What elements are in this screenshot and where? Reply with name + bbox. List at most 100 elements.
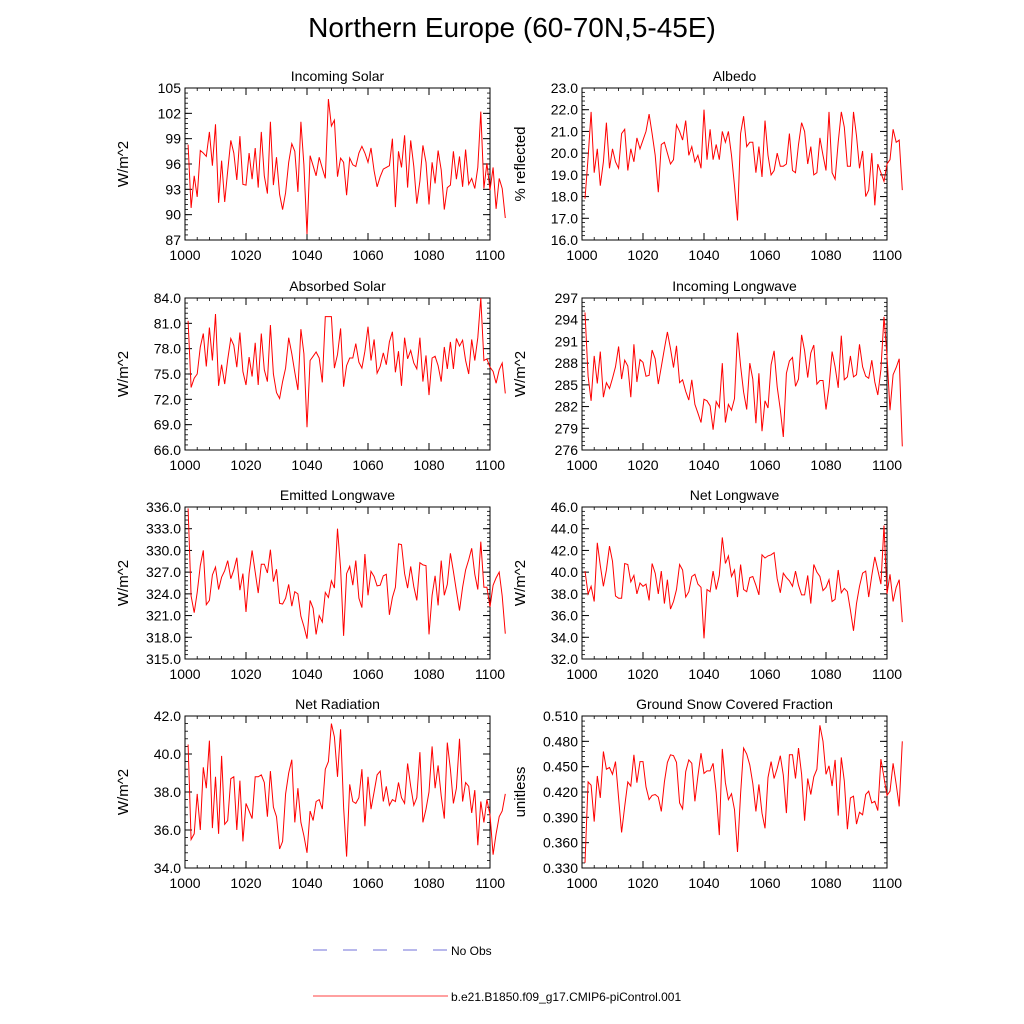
chart-panel-8: 1000 1020 1040 1060 1080 1100 0.330 0.360 0.390 0… xyxy=(512,696,903,891)
x-tick-label: 1020 xyxy=(627,666,658,682)
series-line xyxy=(187,508,506,639)
y-tick-label: 16.0 xyxy=(551,232,578,248)
y-tick-label: 327.0 xyxy=(146,564,181,580)
series-line xyxy=(187,723,506,857)
x-tick-label: 1060 xyxy=(352,247,383,263)
y-tick-label: 18.0 xyxy=(551,189,578,205)
x-tick-label: 1100 xyxy=(475,457,505,473)
x-tick-label: 1000 xyxy=(169,457,200,473)
x-tick-label: 1040 xyxy=(291,666,322,682)
y-tick-label: 20.0 xyxy=(551,145,578,161)
x-tick-label: 1040 xyxy=(688,247,719,263)
y-tick-label: 23.0 xyxy=(551,80,578,96)
y-tick-label: 96 xyxy=(165,156,181,172)
y-tick-label: 321.0 xyxy=(146,608,181,624)
x-tick-label: 1080 xyxy=(413,247,444,263)
series-line xyxy=(187,297,506,428)
y-tick-label: 93 xyxy=(165,181,181,197)
legend-model-label: b.e21.B1850.f09_g17.CMIP6-piControl.001 xyxy=(451,990,681,1004)
series-line xyxy=(584,109,903,221)
y-tick-label: 0.360 xyxy=(543,835,578,851)
x-tick-label: 1040 xyxy=(688,875,719,891)
panel-title: Net Longwave xyxy=(690,487,780,503)
series-line xyxy=(584,525,903,639)
chart-panel-6: 1000 1020 1040 1060 1080 1100 32.0 34.0 36.0 38.0… xyxy=(512,487,903,682)
series-line xyxy=(584,312,903,447)
panel-title: Net Radiation xyxy=(295,696,380,712)
y-tick-label: 297 xyxy=(555,290,579,306)
y-tick-label: 336.0 xyxy=(146,499,181,515)
y-tick-label: 288 xyxy=(555,355,579,371)
panel-title: Albedo xyxy=(713,68,757,84)
x-tick-label: 1020 xyxy=(230,247,261,263)
y-tick-label: 22.0 xyxy=(551,102,578,118)
y-tick-label: 102 xyxy=(158,105,182,121)
y-tick-label: 0.480 xyxy=(543,733,578,749)
y-tick-label: 21.0 xyxy=(551,123,578,139)
y-tick-label: 87 xyxy=(165,232,181,248)
plot-frame xyxy=(184,506,491,660)
x-tick-label: 1020 xyxy=(627,457,658,473)
y-tick-label: 19.0 xyxy=(551,167,578,183)
y-axis-label: W/m^2 xyxy=(512,560,529,606)
y-tick-label: 84.0 xyxy=(154,290,181,306)
y-tick-label: 42.0 xyxy=(551,542,578,558)
x-tick-label: 1080 xyxy=(413,875,444,891)
y-tick-label: 72.0 xyxy=(154,391,181,407)
x-tick-label: 1040 xyxy=(688,666,719,682)
x-tick-label: 1040 xyxy=(688,457,719,473)
x-tick-label: 1060 xyxy=(352,875,383,891)
x-tick-label: 1080 xyxy=(810,457,841,473)
y-tick-label: 315.0 xyxy=(146,651,181,667)
plot-frame xyxy=(184,87,491,241)
y-tick-label: 17.0 xyxy=(551,210,578,226)
legend-obs-label: No Obs xyxy=(451,944,492,958)
y-tick-label: 81.0 xyxy=(154,315,181,331)
y-tick-label: 69.0 xyxy=(154,417,181,433)
series-line xyxy=(584,725,903,863)
y-tick-label: 66.0 xyxy=(154,442,181,458)
x-tick-label: 1000 xyxy=(566,457,597,473)
y-axis-label: W/m^2 xyxy=(115,351,132,397)
y-tick-label: 0.420 xyxy=(543,784,578,800)
y-tick-label: 40.0 xyxy=(154,746,181,762)
x-tick-label: 1080 xyxy=(810,875,841,891)
x-tick-label: 1100 xyxy=(475,875,505,891)
x-tick-label: 1060 xyxy=(749,666,780,682)
y-axis-label: W/m^2 xyxy=(512,351,529,397)
y-tick-label: 75.0 xyxy=(154,366,181,382)
y-tick-label: 285 xyxy=(555,377,579,393)
chart-panel-5: 1000 1020 1040 1060 1080 1100 315.0 318.0 321.0 3… xyxy=(115,487,506,682)
x-tick-label: 1020 xyxy=(627,875,658,891)
x-tick-label: 1000 xyxy=(566,247,597,263)
plot-frame xyxy=(184,297,491,451)
y-tick-label: 90 xyxy=(165,207,181,223)
y-tick-label: 0.510 xyxy=(543,708,578,724)
y-tick-label: 78.0 xyxy=(154,341,181,357)
y-tick-label: 36.0 xyxy=(551,608,578,624)
y-tick-label: 291 xyxy=(555,333,579,349)
y-tick-label: 0.330 xyxy=(543,860,578,876)
x-tick-label: 1020 xyxy=(230,457,261,473)
y-tick-label: 276 xyxy=(555,442,579,458)
plot-frame xyxy=(581,297,888,451)
panel-title: Ground Snow Covered Fraction xyxy=(636,696,833,712)
x-tick-label: 1040 xyxy=(291,247,322,263)
y-tick-label: 105 xyxy=(158,80,182,96)
legend: No Obs b.e21.B1850.f09_g17.CMIP6-piContro… xyxy=(313,944,681,1004)
x-tick-label: 1020 xyxy=(230,666,261,682)
y-axis-label: % reflected xyxy=(512,126,529,201)
y-tick-label: 333.0 xyxy=(146,521,181,537)
y-tick-label: 34.0 xyxy=(551,629,578,645)
plot-frame xyxy=(184,715,491,869)
panel-title: Emitted Longwave xyxy=(280,487,395,503)
x-tick-label: 1080 xyxy=(413,457,444,473)
y-tick-label: 38.0 xyxy=(154,784,181,800)
y-tick-label: 282 xyxy=(555,399,579,415)
y-tick-label: 294 xyxy=(555,312,579,328)
y-tick-label: 99 xyxy=(165,131,181,147)
x-tick-label: 1020 xyxy=(627,247,658,263)
x-tick-label: 1100 xyxy=(872,247,902,263)
